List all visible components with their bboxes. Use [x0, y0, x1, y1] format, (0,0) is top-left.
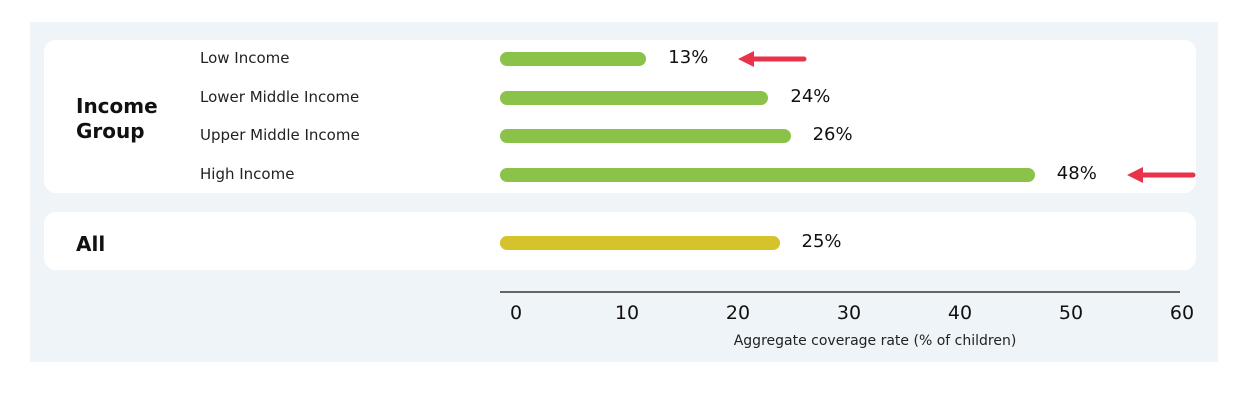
x-tick-label: 50 — [1058, 302, 1084, 324]
value-label-upper-middle-income: 26% — [812, 124, 853, 145]
chart: Income Group All Low Income 13% Lower Midd… — [30, 22, 1218, 362]
x-tick-label: 20 — [725, 302, 751, 324]
category-label-upper-middle-income: Upper Middle Income — [200, 126, 360, 144]
all-group-label: All — [76, 232, 106, 256]
category-label-lower-middle-income: Lower Middle Income — [200, 88, 360, 106]
x-tick-label: 10 — [614, 302, 640, 324]
bar-high-income — [500, 168, 1035, 182]
income-group-label: Income Group — [76, 94, 158, 143]
x-tick-label: 40 — [947, 302, 973, 324]
value-label-low-income: 13% — [668, 47, 709, 68]
bar-upper-middle-income — [500, 129, 791, 143]
value-label-lower-middle-income: 24% — [790, 86, 831, 107]
arrow-icon — [738, 51, 807, 67]
x-axis-line — [500, 291, 1180, 293]
x-tick-label: 30 — [836, 302, 862, 324]
bar-all — [500, 236, 780, 250]
arrow-icon — [1126, 167, 1196, 183]
category-label-low-income: Low Income — [200, 49, 290, 67]
category-label-high-income: High Income — [200, 165, 295, 183]
x-tick-label: 0 — [509, 302, 523, 324]
value-label-all: 25% — [801, 231, 842, 252]
x-tick-label: 60 — [1169, 302, 1195, 324]
bar-lower-middle-income — [500, 91, 769, 105]
x-axis-title: Aggregate coverage rate (% of children) — [733, 333, 1017, 349]
bar-low-income — [500, 52, 647, 66]
value-label-high-income: 48% — [1056, 163, 1097, 184]
